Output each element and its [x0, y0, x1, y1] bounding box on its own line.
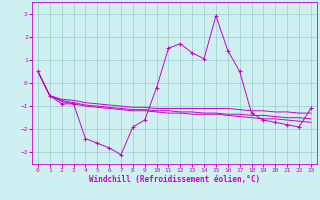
X-axis label: Windchill (Refroidissement éolien,°C): Windchill (Refroidissement éolien,°C): [89, 175, 260, 184]
